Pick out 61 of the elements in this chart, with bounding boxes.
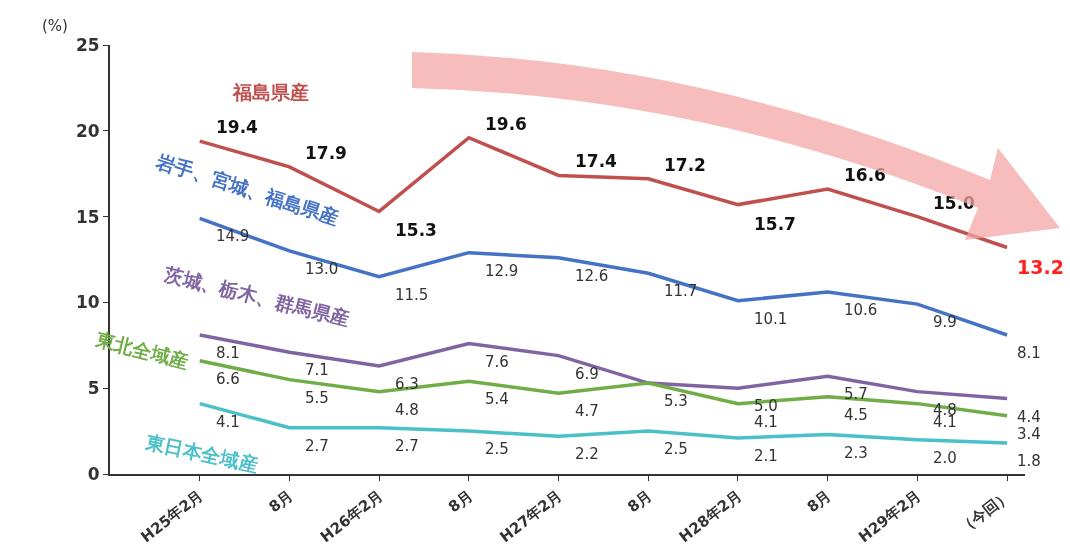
data-label: 5.0 <box>754 397 778 415</box>
y-tick-label: 25 <box>75 34 100 55</box>
data-label: 10.1 <box>754 310 788 328</box>
x-tick-label: 8月 <box>624 486 656 517</box>
data-label: 13.0 <box>305 260 339 278</box>
line-series <box>197 135 1009 250</box>
data-label: 4.4 <box>1017 408 1041 426</box>
text: 福島県産 <box>232 81 309 103</box>
data-label: 16.6 <box>844 165 886 185</box>
data-label: 4.1 <box>754 413 778 431</box>
data-label: 17.2 <box>664 155 706 175</box>
y-tick-label: 0 <box>87 463 100 484</box>
data-label: 5.5 <box>305 389 329 407</box>
data-label: 6.6 <box>216 370 240 388</box>
text: 東北全域産 <box>92 327 192 373</box>
data-label: 2.0 <box>933 449 957 467</box>
data-label: 3.4 <box>1017 425 1041 443</box>
data-label: 15.3 <box>395 220 437 240</box>
data-label: 9.9 <box>933 313 957 331</box>
data-label: 7.6 <box>485 353 509 371</box>
data-label: 2.5 <box>485 440 509 458</box>
data-label: 4.7 <box>575 402 599 420</box>
data-label: 4.8 <box>395 401 419 419</box>
data-label: 8.1 <box>216 344 240 362</box>
data-label: 2.1 <box>754 447 778 465</box>
data-label: 8.1 <box>1017 344 1041 362</box>
data-label: 11.7 <box>664 282 698 300</box>
data-label: 11.5 <box>395 286 429 304</box>
data-label: 12.6 <box>575 267 609 285</box>
data-label: 17.9 <box>305 143 347 163</box>
data-label: 4.1 <box>216 413 240 431</box>
data-label: 13.2 <box>1017 256 1064 278</box>
data-label: 2.7 <box>395 437 419 455</box>
y-tick-label: 20 <box>75 120 100 141</box>
data-label: 5.3 <box>664 392 688 410</box>
x-tick-label: （今回） <box>955 486 1015 538</box>
y-tick-label: 10 <box>75 292 100 313</box>
data-label: 14.9 <box>216 227 250 245</box>
y-tick-label: 5 <box>87 378 100 399</box>
data-label: 4.5 <box>844 406 868 424</box>
data-label: 2.3 <box>844 444 868 462</box>
data-label: 2.2 <box>575 445 599 463</box>
x-tick-label: 8月 <box>803 486 835 517</box>
data-label: 5.4 <box>485 390 509 408</box>
y-axis-title: (%) <box>42 17 68 35</box>
data-label: 2.7 <box>305 437 329 455</box>
data-label: 19.4 <box>216 117 259 137</box>
y-tick-label: 15 <box>75 206 100 227</box>
data-label: 10.6 <box>844 301 878 319</box>
data-label: 1.8 <box>1017 452 1041 470</box>
text: 東日本全域産 <box>142 430 260 476</box>
data-label: 6.9 <box>575 365 599 383</box>
data-label: 12.9 <box>485 262 519 280</box>
data-label: 15.7 <box>754 214 796 234</box>
data-label: 17.4 <box>575 151 618 171</box>
data-label: 15.0 <box>933 193 976 213</box>
data-label: 7.1 <box>305 361 329 379</box>
x-tick-label: 8月 <box>444 486 476 517</box>
x-tick-label: 8月 <box>265 486 297 517</box>
data-label: 19.6 <box>485 114 527 134</box>
data-label: 2.5 <box>664 440 688 458</box>
